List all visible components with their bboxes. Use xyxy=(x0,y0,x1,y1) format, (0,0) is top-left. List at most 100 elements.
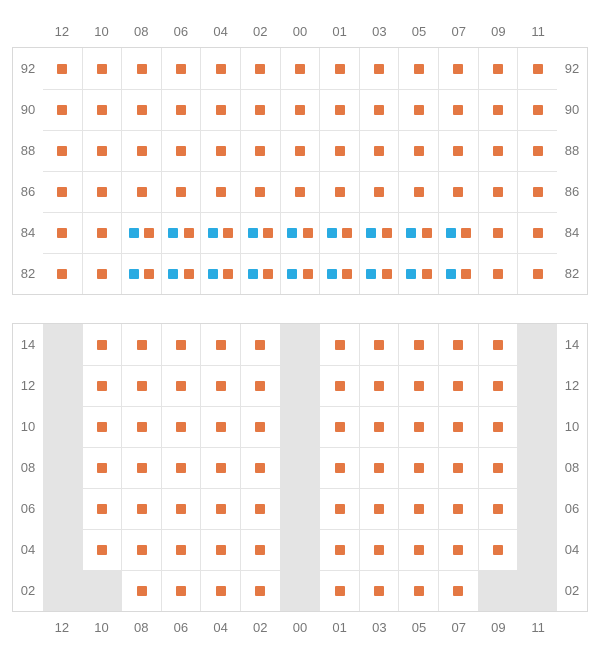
seat-cell[interactable] xyxy=(359,570,399,611)
seat-cell[interactable] xyxy=(478,324,518,365)
seat-cell[interactable] xyxy=(82,253,122,294)
seat-cell[interactable] xyxy=(200,130,240,171)
seat-cell[interactable] xyxy=(43,253,82,294)
seat-cell[interactable] xyxy=(438,406,478,447)
seat-marker[interactable] xyxy=(184,228,194,238)
seat-marker[interactable] xyxy=(129,269,139,279)
seat-cell[interactable] xyxy=(398,447,438,488)
seat-marker[interactable] xyxy=(414,105,424,115)
seat-cell[interactable] xyxy=(319,324,359,365)
seat-marker[interactable] xyxy=(216,545,226,555)
seat-marker[interactable] xyxy=(446,269,456,279)
seat-marker[interactable] xyxy=(255,422,265,432)
seat-marker[interactable] xyxy=(57,187,67,197)
seat-marker[interactable] xyxy=(414,64,424,74)
seat-marker[interactable] xyxy=(287,269,297,279)
seat-cell[interactable] xyxy=(359,171,399,212)
seat-marker[interactable] xyxy=(176,463,186,473)
seat-cell[interactable] xyxy=(359,130,399,171)
seat-marker[interactable] xyxy=(97,269,107,279)
seat-marker[interactable] xyxy=(335,105,345,115)
seat-cell[interactable] xyxy=(240,171,280,212)
seat-marker[interactable] xyxy=(255,340,265,350)
seat-cell[interactable] xyxy=(359,324,399,365)
seat-cell[interactable] xyxy=(478,253,518,294)
seat-marker[interactable] xyxy=(493,269,503,279)
seat-marker[interactable] xyxy=(493,228,503,238)
seat-marker[interactable] xyxy=(129,228,139,238)
seat-marker[interactable] xyxy=(303,269,313,279)
seat-cell[interactable] xyxy=(398,212,438,253)
seat-marker[interactable] xyxy=(414,545,424,555)
seat-marker[interactable] xyxy=(453,463,463,473)
seat-cell[interactable] xyxy=(121,324,161,365)
seat-marker[interactable] xyxy=(533,105,543,115)
seat-cell[interactable] xyxy=(359,365,399,406)
seat-marker[interactable] xyxy=(382,269,392,279)
seat-marker[interactable] xyxy=(453,381,463,391)
seat-marker[interactable] xyxy=(374,187,384,197)
seat-marker[interactable] xyxy=(493,146,503,156)
seat-marker[interactable] xyxy=(255,187,265,197)
seat-cell[interactable] xyxy=(478,529,518,570)
seat-marker[interactable] xyxy=(533,64,543,74)
seat-cell[interactable] xyxy=(478,406,518,447)
seat-cell[interactable] xyxy=(82,89,122,130)
seat-cell[interactable] xyxy=(240,488,280,529)
seat-marker[interactable] xyxy=(223,228,233,238)
seat-cell[interactable] xyxy=(478,365,518,406)
seat-cell[interactable] xyxy=(161,529,201,570)
seat-cell[interactable] xyxy=(240,48,280,89)
seat-cell[interactable] xyxy=(319,529,359,570)
seat-marker[interactable] xyxy=(342,269,352,279)
seat-marker[interactable] xyxy=(414,422,424,432)
seat-marker[interactable] xyxy=(176,504,186,514)
seat-marker[interactable] xyxy=(57,64,67,74)
seat-marker[interactable] xyxy=(414,504,424,514)
seat-cell[interactable] xyxy=(121,48,161,89)
seat-marker[interactable] xyxy=(97,146,107,156)
seat-marker[interactable] xyxy=(255,381,265,391)
seat-cell[interactable] xyxy=(200,171,240,212)
seat-cell[interactable] xyxy=(240,406,280,447)
seat-marker[interactable] xyxy=(335,64,345,74)
seat-cell[interactable] xyxy=(319,447,359,488)
seat-marker[interactable] xyxy=(176,586,186,596)
seat-cell[interactable] xyxy=(161,365,201,406)
seat-marker[interactable] xyxy=(335,340,345,350)
seat-marker[interactable] xyxy=(216,586,226,596)
seat-cell[interactable] xyxy=(280,89,320,130)
seat-marker[interactable] xyxy=(295,64,305,74)
seat-cell[interactable] xyxy=(398,488,438,529)
seat-cell[interactable] xyxy=(240,447,280,488)
seat-cell[interactable] xyxy=(200,406,240,447)
seat-cell[interactable] xyxy=(438,488,478,529)
seat-cell[interactable] xyxy=(82,406,122,447)
seat-cell[interactable] xyxy=(82,212,122,253)
seat-cell[interactable] xyxy=(200,447,240,488)
seat-marker[interactable] xyxy=(216,381,226,391)
seat-cell[interactable] xyxy=(478,130,518,171)
seat-cell[interactable] xyxy=(438,48,478,89)
seat-marker[interactable] xyxy=(453,545,463,555)
seat-marker[interactable] xyxy=(374,504,384,514)
seat-cell[interactable] xyxy=(517,212,557,253)
seat-marker[interactable] xyxy=(414,146,424,156)
seat-marker[interactable] xyxy=(184,269,194,279)
seat-marker[interactable] xyxy=(168,269,178,279)
seat-marker[interactable] xyxy=(255,64,265,74)
seat-marker[interactable] xyxy=(453,187,463,197)
seat-marker[interactable] xyxy=(216,504,226,514)
seat-marker[interactable] xyxy=(263,228,273,238)
seat-marker[interactable] xyxy=(493,463,503,473)
seat-cell[interactable] xyxy=(43,89,82,130)
seat-marker[interactable] xyxy=(97,228,107,238)
seat-marker[interactable] xyxy=(176,381,186,391)
seat-marker[interactable] xyxy=(461,269,471,279)
seat-cell[interactable] xyxy=(200,212,240,253)
seat-cell[interactable] xyxy=(438,130,478,171)
seat-cell[interactable] xyxy=(438,171,478,212)
seat-cell[interactable] xyxy=(398,529,438,570)
seat-marker[interactable] xyxy=(57,228,67,238)
seat-marker[interactable] xyxy=(97,64,107,74)
